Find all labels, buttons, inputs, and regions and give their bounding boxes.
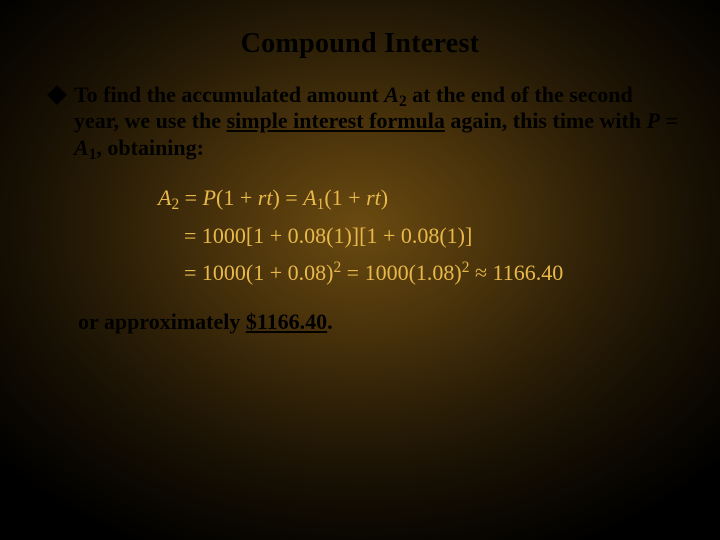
text: = (660, 108, 678, 133)
text: (1 + (216, 185, 258, 210)
var: A (158, 185, 171, 210)
op: = (179, 185, 202, 210)
slide-body: To find the accumulated amount A2 at the… (40, 82, 680, 335)
var-P: P (647, 108, 660, 133)
equation-line-3: = 1000(1 + 0.08)2 = 1000(1.08)2 ≈ 1166.4… (158, 254, 680, 291)
subscript: 2 (399, 93, 407, 110)
equation-block: A2 = P(1 + rt) = A1(1 + rt) = 1000[1 + 0… (158, 179, 680, 291)
text: . (327, 309, 333, 334)
equation-line-2: = 1000[1 + 0.08(1)][1 + 0.08(1)] (158, 217, 680, 254)
subscript: 1 (317, 196, 325, 213)
text: = 1000[1 + 0.08(1)][1 + 0.08(1)] (184, 223, 472, 248)
bullet-item: To find the accumulated amount A2 at the… (48, 82, 680, 161)
bullet-text: To find the accumulated amount A2 at the… (74, 82, 680, 161)
text: , obtaining: (96, 135, 204, 160)
var: P (203, 185, 216, 210)
text: = 1000(1.08) (341, 260, 462, 285)
text: (1 + (324, 185, 366, 210)
slide-title: Compound Interest (40, 28, 680, 60)
text: ) = (272, 185, 303, 210)
superscript: 2 (333, 259, 341, 276)
text: ) (381, 185, 388, 210)
text: To find the accumulated amount (74, 82, 384, 107)
var: A (303, 185, 316, 210)
subscript: 1 (89, 146, 97, 163)
amount: $1166.40 (246, 309, 327, 334)
text: or approximately (78, 309, 246, 334)
superscript: 2 (462, 259, 470, 276)
underlined-term: simple interest formula (227, 108, 445, 133)
text: ≈ 1166.40 (469, 260, 563, 285)
var: rt (258, 185, 273, 210)
var: rt (366, 185, 381, 210)
subscript: 2 (171, 196, 179, 213)
var-A: A (74, 135, 89, 160)
diamond-bullet-icon (47, 85, 67, 105)
slide: Compound Interest To find the accumulate… (0, 0, 720, 540)
text: again, this time with (445, 108, 647, 133)
text: = 1000(1 + 0.08) (184, 260, 333, 285)
var-A: A (384, 82, 399, 107)
closing-text: or approximately $1166.40. (78, 309, 680, 335)
equation-line-1: A2 = P(1 + rt) = A1(1 + rt) (158, 179, 680, 216)
